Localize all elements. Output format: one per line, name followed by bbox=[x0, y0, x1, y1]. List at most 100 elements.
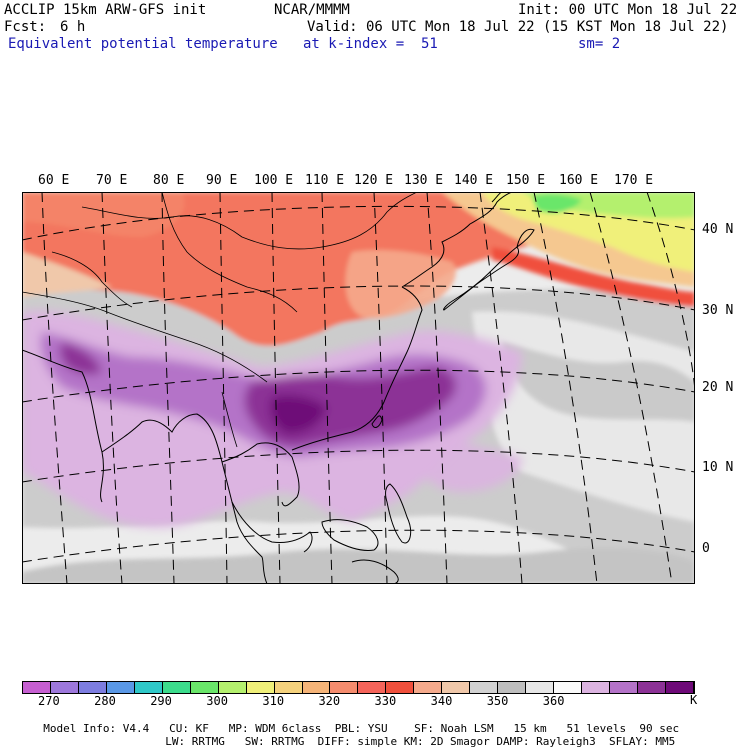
mp-scheme: MP: WDM 6class bbox=[228, 722, 322, 735]
colorbar-tick-label: 270 bbox=[38, 694, 60, 708]
colorbar-swatch bbox=[637, 682, 666, 693]
colorbar-swatch bbox=[190, 682, 219, 693]
warm-band bbox=[492, 247, 695, 307]
colorbar-swatch bbox=[78, 682, 107, 693]
lon-label: 130 E bbox=[404, 173, 444, 188]
lon-line bbox=[161, 192, 175, 584]
lon-line bbox=[426, 192, 448, 584]
coastline bbox=[291, 286, 423, 451]
moist-field-peak bbox=[270, 395, 327, 434]
level-index: at k-index = 51 bbox=[303, 36, 438, 52]
lat-line bbox=[22, 449, 695, 483]
coastlines bbox=[22, 192, 535, 584]
colorbar-tick-label: 360 bbox=[542, 694, 565, 708]
colorbar-swatch bbox=[330, 682, 359, 693]
colorbar-swatch bbox=[442, 682, 471, 693]
smoothing: sm= 2 bbox=[578, 36, 621, 52]
lat-label: 0 bbox=[702, 541, 710, 556]
colorbar-tick-label: 310 bbox=[262, 694, 285, 708]
model-info: Model Info: V4.4 bbox=[43, 722, 150, 735]
lon-line bbox=[373, 192, 388, 584]
fcst-value: 6 h bbox=[60, 19, 86, 35]
lon-label: 80 E bbox=[153, 173, 185, 188]
colorbar-tick-label: 340 bbox=[430, 694, 453, 708]
map-frame bbox=[22, 192, 695, 584]
lat-line bbox=[22, 529, 695, 563]
coastline bbox=[351, 559, 399, 584]
coastline bbox=[371, 415, 383, 428]
colorbar-swatch bbox=[162, 682, 191, 693]
colorbar-swatch bbox=[665, 682, 694, 693]
lon-label: 100 E bbox=[254, 173, 294, 188]
sw-scheme: SW: RRTMG bbox=[244, 735, 305, 748]
field-name: Equivalent potential temperature bbox=[8, 36, 278, 52]
colorbar-swatch bbox=[50, 682, 79, 693]
model-title: ACCLIP 15km ARW-GFS init bbox=[4, 2, 207, 18]
sf-scheme: SF: Noah LSM bbox=[414, 722, 494, 735]
lon-line bbox=[101, 192, 123, 584]
lat-label: 20 N bbox=[702, 380, 734, 395]
valid-time: Valid: 06 UTC Mon 18 Jul 22 (15 KST Mon … bbox=[307, 19, 729, 35]
border bbox=[221, 391, 238, 448]
coastline bbox=[101, 413, 268, 584]
lon-line bbox=[219, 192, 228, 584]
colorbar-tick-label: 300 bbox=[206, 694, 228, 708]
coastline bbox=[22, 349, 104, 503]
lon-label: 170 E bbox=[614, 173, 654, 188]
coastline bbox=[321, 519, 379, 551]
colorbar-swatch bbox=[23, 682, 51, 693]
border bbox=[22, 291, 268, 383]
colorbar-swatch bbox=[526, 682, 555, 693]
lon-label: 60 E bbox=[38, 173, 70, 188]
colorbar-tick-label: 330 bbox=[374, 694, 397, 708]
colorbar-swatch bbox=[470, 682, 499, 693]
grey-field bbox=[502, 342, 695, 422]
lat-label: 10 N bbox=[702, 460, 734, 475]
colorbar-swatch bbox=[386, 682, 415, 693]
coastline bbox=[516, 228, 535, 249]
graticule bbox=[22, 192, 695, 584]
init-time: Init: 00 UTC Mon 18 Jul 22 bbox=[518, 2, 738, 18]
moist-field-light bbox=[402, 432, 522, 492]
diff-scheme: DIFF: simple bbox=[317, 735, 398, 748]
colorbar bbox=[22, 681, 695, 694]
colorbar-tick-label: 290 bbox=[150, 694, 172, 708]
lat-line bbox=[22, 285, 695, 321]
km-scheme: KM: 2D Smagor bbox=[403, 735, 490, 748]
lat-label: 30 N bbox=[702, 303, 734, 318]
colorbar-swatch bbox=[134, 682, 163, 693]
colorbar-swatch bbox=[414, 682, 443, 693]
lon-label: 160 E bbox=[559, 173, 599, 188]
lon-line bbox=[533, 192, 598, 584]
lon-line bbox=[271, 192, 281, 584]
colorbar-tick-label: 320 bbox=[318, 694, 341, 708]
border bbox=[161, 192, 298, 313]
colorbar-swatch bbox=[274, 682, 303, 693]
pbl-scheme: PBL: YSU bbox=[334, 722, 388, 735]
lon-label: 90 E bbox=[206, 173, 238, 188]
colorbar-swatch bbox=[498, 682, 527, 693]
lon-line bbox=[41, 192, 68, 584]
timestep: 90 sec bbox=[639, 722, 680, 735]
lon-label: 150 E bbox=[506, 173, 546, 188]
colorbar-swatch bbox=[246, 682, 275, 693]
lon-line bbox=[479, 192, 523, 584]
colorbar-swatch bbox=[358, 682, 387, 693]
warm-field-light bbox=[345, 250, 456, 319]
grey-field bbox=[22, 547, 695, 584]
theta-e-map bbox=[22, 192, 695, 584]
moist-field-strong bbox=[59, 342, 102, 375]
lat-line bbox=[22, 369, 695, 403]
fcst-label: Fcst: bbox=[4, 19, 47, 35]
colorbar-swatch bbox=[106, 682, 135, 693]
resolution: 15 km bbox=[513, 722, 547, 735]
colorbar-swatch bbox=[582, 682, 611, 693]
lon-label: 110 E bbox=[305, 173, 345, 188]
lw-scheme: LW: RRTMG bbox=[165, 735, 225, 748]
warm-field-light bbox=[22, 252, 112, 297]
damp-scheme: DAMP: Rayleigh3 bbox=[496, 735, 596, 748]
lon-line bbox=[321, 192, 333, 584]
colorbar-tick-label: 280 bbox=[94, 694, 116, 708]
lon-label: 120 E bbox=[354, 173, 394, 188]
colorbar-tick-label: 350 bbox=[486, 694, 509, 708]
